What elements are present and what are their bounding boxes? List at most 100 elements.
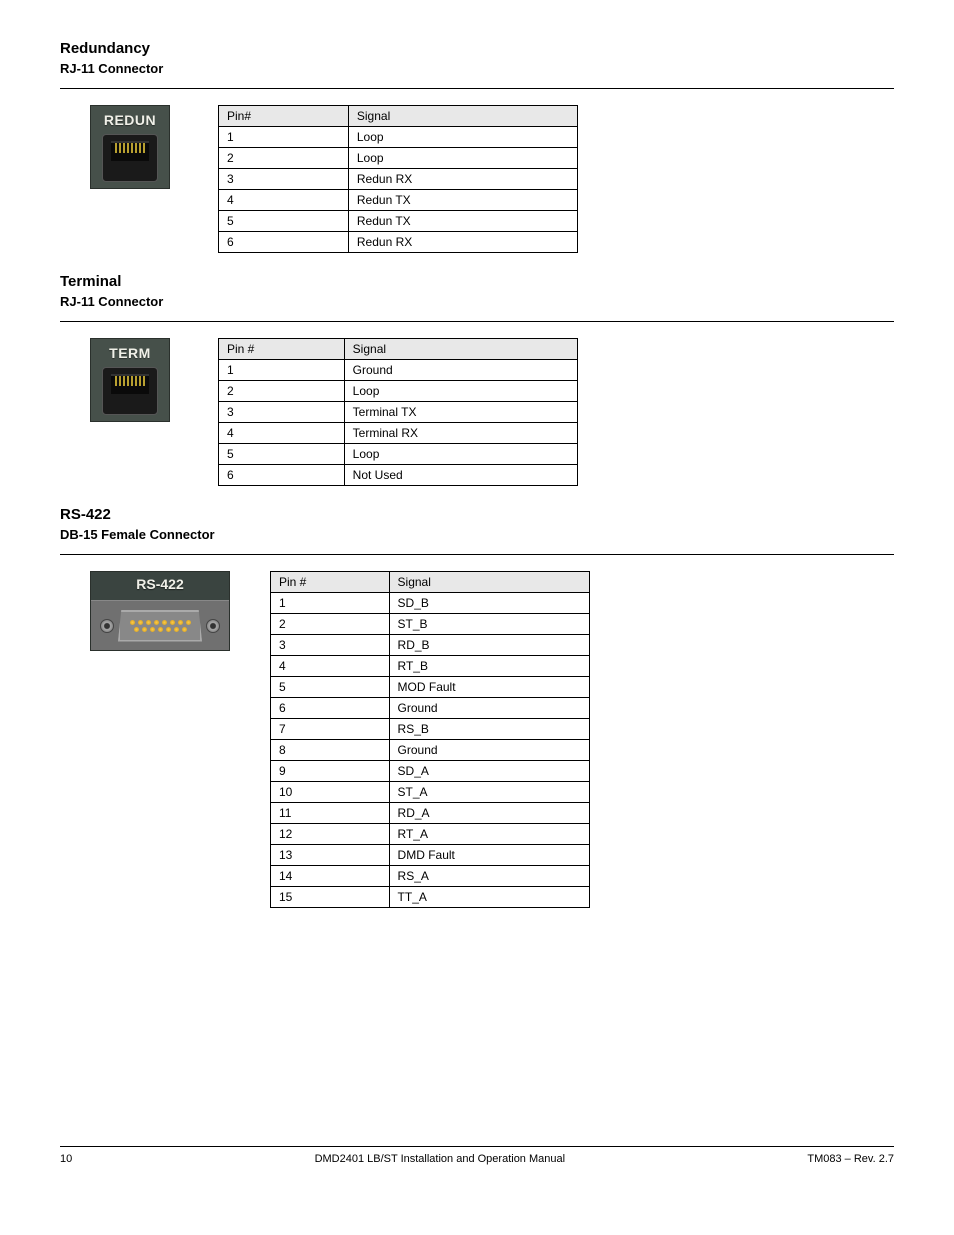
terminal-section: Terminal RJ-11 Connector TERM Pin # Sign… bbox=[60, 273, 894, 486]
table-row: 2Loop bbox=[219, 381, 578, 402]
signal-cell: RD_A bbox=[389, 803, 589, 824]
signal-cell: ST_A bbox=[389, 782, 589, 803]
pin-cell: 8 bbox=[271, 740, 390, 761]
rs422-pin-table: Pin # Signal 1SD_B2ST_B3RD_B4RT_B5MOD Fa… bbox=[270, 571, 590, 908]
table-header: Pin # bbox=[271, 572, 390, 593]
table-row: 2ST_B bbox=[271, 614, 590, 635]
redundancy-section: Redundancy RJ-11 Connector REDUN Pin# Si… bbox=[60, 40, 894, 253]
pin-cell: 3 bbox=[271, 635, 390, 656]
rs422-section: RS-422 DB-15 Female Connector RS-422 bbox=[60, 506, 894, 908]
signal-cell: Terminal TX bbox=[344, 402, 577, 423]
table-row: 5Loop bbox=[219, 444, 578, 465]
signal-cell: ST_B bbox=[389, 614, 589, 635]
signal-cell: Terminal RX bbox=[344, 423, 577, 444]
redundancy-pin-table: Pin# Signal 1Loop2Loop3Redun RX4Redun TX… bbox=[218, 105, 578, 253]
signal-cell: Loop bbox=[348, 148, 577, 169]
pin-cell: 4 bbox=[219, 423, 345, 444]
signal-cell: SD_A bbox=[389, 761, 589, 782]
section-subtitle: DB-15 Female Connector bbox=[60, 527, 894, 542]
signal-cell: Redun RX bbox=[348, 232, 577, 253]
table-row: 6Not Used bbox=[219, 465, 578, 486]
table-header: Signal bbox=[348, 106, 577, 127]
table-header: Signal bbox=[389, 572, 589, 593]
table-row: 1Loop bbox=[219, 127, 578, 148]
pin-cell: 3 bbox=[219, 402, 345, 423]
signal-cell: SD_B bbox=[389, 593, 589, 614]
signal-cell: DMD Fault bbox=[389, 845, 589, 866]
rs422-connector-image: RS-422 bbox=[90, 571, 230, 651]
section-divider bbox=[60, 88, 894, 89]
signal-cell: RS_B bbox=[389, 719, 589, 740]
table-row: 4RT_B bbox=[271, 656, 590, 677]
pin-cell: 5 bbox=[219, 211, 349, 232]
pin-cell: 5 bbox=[219, 444, 345, 465]
pin-cell: 5 bbox=[271, 677, 390, 698]
table-row: 12RT_A bbox=[271, 824, 590, 845]
signal-cell: Redun RX bbox=[348, 169, 577, 190]
pin-cell: 14 bbox=[271, 866, 390, 887]
pin-cell: 1 bbox=[271, 593, 390, 614]
pin-cell: 1 bbox=[219, 360, 345, 381]
pin-cell: 6 bbox=[219, 465, 345, 486]
section-subtitle: RJ-11 Connector bbox=[60, 294, 894, 309]
signal-cell: Redun TX bbox=[348, 190, 577, 211]
table-row: 5MOD Fault bbox=[271, 677, 590, 698]
pin-cell: 6 bbox=[219, 232, 349, 253]
table-row: 2Loop bbox=[219, 148, 578, 169]
signal-cell: Redun TX bbox=[348, 211, 577, 232]
table-header: Signal bbox=[344, 339, 577, 360]
signal-cell: Ground bbox=[344, 360, 577, 381]
pin-cell: 11 bbox=[271, 803, 390, 824]
screw-icon bbox=[206, 619, 220, 633]
table-row: 3RD_B bbox=[271, 635, 590, 656]
section-subtitle: RJ-11 Connector bbox=[60, 61, 894, 76]
pin-cell: 10 bbox=[271, 782, 390, 803]
table-row: 4Redun TX bbox=[219, 190, 578, 211]
signal-cell: RT_A bbox=[389, 824, 589, 845]
table-row: 9SD_A bbox=[271, 761, 590, 782]
db15-shell-icon bbox=[118, 610, 202, 642]
table-row: 10ST_A bbox=[271, 782, 590, 803]
terminal-pin-table: Pin # Signal 1Ground2Loop3Terminal TX4Te… bbox=[218, 338, 578, 486]
rj11-jack-icon bbox=[102, 367, 158, 415]
signal-cell: Ground bbox=[389, 740, 589, 761]
signal-cell: TT_A bbox=[389, 887, 589, 908]
footer-revision: TM083 – Rev. 2.7 bbox=[807, 1153, 894, 1165]
signal-cell: RD_B bbox=[389, 635, 589, 656]
pin-cell: 2 bbox=[219, 381, 345, 402]
pin-cell: 13 bbox=[271, 845, 390, 866]
connector-label: TERM bbox=[95, 345, 165, 361]
pin-cell: 2 bbox=[271, 614, 390, 635]
table-header: Pin# bbox=[219, 106, 349, 127]
signal-cell: RS_A bbox=[389, 866, 589, 887]
table-row: 7RS_B bbox=[271, 719, 590, 740]
signal-cell: RT_B bbox=[389, 656, 589, 677]
table-row: 4Terminal RX bbox=[219, 423, 578, 444]
pin-cell: 4 bbox=[271, 656, 390, 677]
db15-plate bbox=[91, 600, 229, 650]
signal-cell: Not Used bbox=[344, 465, 577, 486]
pin-cell: 9 bbox=[271, 761, 390, 782]
signal-cell: Loop bbox=[344, 444, 577, 465]
rj11-jack-icon bbox=[102, 134, 158, 182]
table-row: 15TT_A bbox=[271, 887, 590, 908]
pin-cell: 12 bbox=[271, 824, 390, 845]
pin-cell: 15 bbox=[271, 887, 390, 908]
pin-cell: 4 bbox=[219, 190, 349, 211]
table-row: 11RD_A bbox=[271, 803, 590, 824]
footer-doc-title: DMD2401 LB/ST Installation and Operation… bbox=[315, 1153, 566, 1165]
table-row: 14RS_A bbox=[271, 866, 590, 887]
redundancy-connector-image: REDUN bbox=[90, 105, 178, 189]
table-row: 5Redun TX bbox=[219, 211, 578, 232]
table-row: 1SD_B bbox=[271, 593, 590, 614]
page-footer: 10 DMD2401 LB/ST Installation and Operat… bbox=[60, 1146, 894, 1165]
table-row: 3Terminal TX bbox=[219, 402, 578, 423]
section-title: Redundancy bbox=[60, 40, 894, 57]
pin-cell: 3 bbox=[219, 169, 349, 190]
rs422-table-body: 1SD_B2ST_B3RD_B4RT_B5MOD Fault6Ground7RS… bbox=[271, 593, 590, 908]
terminal-table-body: 1Ground2Loop3Terminal TX4Terminal RX5Loo… bbox=[219, 360, 578, 486]
signal-cell: MOD Fault bbox=[389, 677, 589, 698]
signal-cell: Loop bbox=[344, 381, 577, 402]
connector-label: RS-422 bbox=[91, 576, 229, 592]
pin-cell: 7 bbox=[271, 719, 390, 740]
